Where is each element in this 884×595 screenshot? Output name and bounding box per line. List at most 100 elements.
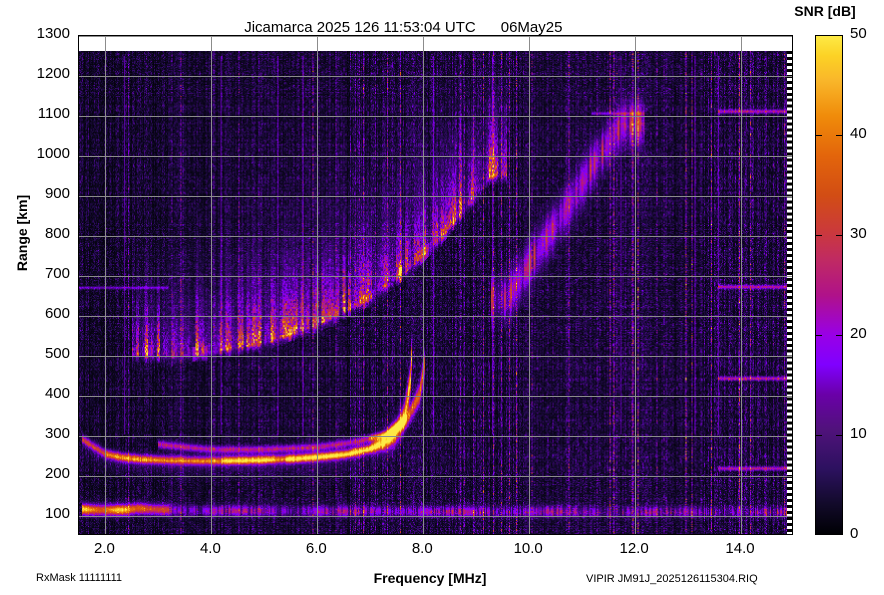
x-tick	[423, 534, 424, 535]
y-tick-label: 300	[44, 425, 70, 442]
x-tick	[370, 534, 371, 535]
y-tick	[78, 396, 79, 397]
x-tick	[450, 534, 451, 535]
y-tick-right	[792, 156, 793, 157]
x-tick-label: 2.0	[94, 540, 115, 557]
x-tick	[582, 534, 583, 535]
x-tick	[397, 534, 398, 535]
y-tick	[78, 416, 79, 417]
y-tick-right	[792, 276, 793, 277]
x-tick-top	[450, 35, 451, 36]
y-tick-label: 600	[44, 305, 70, 322]
x-tick-top	[79, 35, 80, 36]
y-tick	[78, 516, 79, 517]
x-tick	[609, 534, 610, 535]
colorbar-tick-label: 50	[850, 25, 867, 42]
y-tick	[78, 176, 79, 177]
y-tick-right	[792, 56, 793, 57]
ionogram-plot-area[interactable]	[78, 35, 793, 535]
x-tick-label: 4.0	[199, 540, 221, 557]
y-tick-right	[792, 476, 793, 477]
y-tick-right	[792, 316, 793, 317]
y-tick	[78, 196, 79, 197]
x-tick-top	[238, 35, 239, 36]
x-tick-label: 14.0	[725, 540, 755, 557]
colorbar-tick	[815, 135, 822, 136]
x-tick-top	[556, 35, 557, 36]
y-tick	[78, 256, 79, 257]
y-tick-right	[792, 176, 793, 177]
colorbar-tick	[836, 135, 843, 136]
colorbar-tick-label: 20	[850, 325, 867, 342]
x-tick-top	[715, 35, 716, 36]
y-tick-right	[792, 36, 793, 37]
y-axis-label: Range [km]	[14, 194, 30, 272]
x-tick-top	[211, 35, 212, 36]
x-tick-top	[609, 35, 610, 36]
x-tick-top	[105, 35, 106, 36]
x-tick	[476, 534, 477, 535]
y-tick-right	[792, 376, 793, 377]
y-tick-label: 800	[44, 225, 70, 242]
y-tick-label: 200	[44, 465, 70, 482]
x-tick	[105, 534, 106, 535]
y-tick	[78, 36, 79, 37]
x-tick	[238, 534, 239, 535]
x-tick-top	[503, 35, 504, 36]
x-tick-label: 10.0	[513, 540, 543, 557]
colorbar-tick-label: 40	[850, 125, 867, 142]
colorbar-tick	[815, 335, 822, 336]
y-tick-label: 700	[44, 265, 70, 282]
colorbar-tick-label: 30	[850, 225, 867, 242]
x-tick-top	[317, 35, 318, 36]
x-tick-top	[291, 35, 292, 36]
x-tick-top	[264, 35, 265, 36]
y-tick	[78, 276, 79, 277]
x-tick	[556, 534, 557, 535]
x-tick	[768, 534, 769, 535]
x-tick-top	[635, 35, 636, 36]
y-tick-right	[792, 336, 793, 337]
rxmask-label: RxMask 11111111	[36, 572, 123, 584]
title-text: Jicamarca 2025 126 11:53:04 UTC 06May25	[244, 19, 563, 36]
y-tick	[78, 116, 79, 117]
plot-tick-marks	[79, 36, 792, 534]
y-tick-label: 400	[44, 385, 70, 402]
y-tick	[78, 476, 79, 477]
colorbar-tick-label: 0	[850, 525, 859, 542]
y-tick	[78, 216, 79, 217]
x-tick-top	[185, 35, 186, 36]
colorbar-tick-label: 10	[850, 425, 867, 442]
y-tick-label: 1300	[36, 25, 70, 42]
plot-top-blank-strip	[79, 36, 792, 51]
y-tick-right	[792, 136, 793, 137]
y-tick	[78, 96, 79, 97]
y-tick-right	[792, 296, 793, 297]
x-tick-label: 6.0	[305, 540, 327, 557]
y-tick	[78, 156, 79, 157]
y-tick-right	[792, 396, 793, 397]
y-tick	[78, 236, 79, 237]
y-tick	[78, 296, 79, 297]
x-tick	[158, 534, 159, 535]
y-tick-right	[792, 496, 793, 497]
y-tick	[78, 56, 79, 57]
y-tick-right	[792, 196, 793, 197]
colorbar-tick	[815, 235, 822, 236]
x-tick	[79, 534, 80, 535]
x-tick	[132, 534, 133, 535]
x-tick-top	[768, 35, 769, 36]
x-tick-top	[132, 35, 133, 36]
x-tick	[264, 534, 265, 535]
colorbar-tick	[815, 435, 822, 436]
y-tick	[78, 496, 79, 497]
y-tick-label: 500	[44, 345, 70, 362]
x-tick-top	[662, 35, 663, 36]
y-tick	[78, 356, 79, 357]
snr-colorbar[interactable]	[815, 35, 843, 535]
y-tick-right	[792, 516, 793, 517]
x-tick-top	[370, 35, 371, 36]
ionogram-heatmap-canvas	[79, 36, 792, 534]
y-tick	[78, 316, 79, 317]
